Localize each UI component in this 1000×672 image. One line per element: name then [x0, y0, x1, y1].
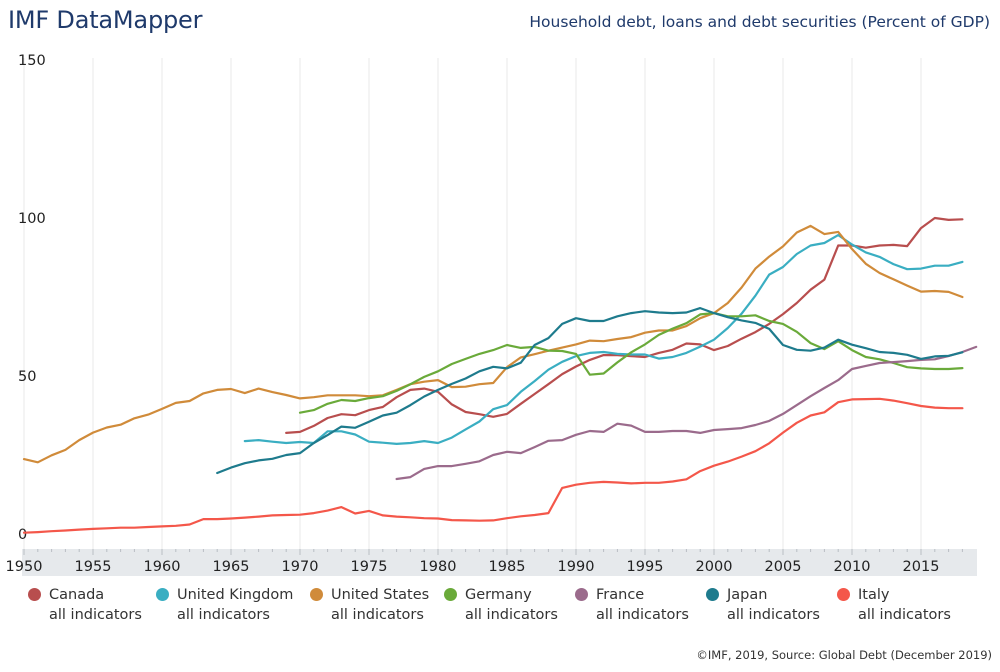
united-kingdom-color-dot-icon — [156, 588, 169, 601]
legend-label: United Kingdom — [177, 587, 294, 603]
line-chart: 1950 1955 1960 1965 1970 1975 1980 1985 1990 1995… — [6, 53, 978, 576]
canada-color-dot-icon — [28, 588, 41, 601]
legend-sublabel: all indicators — [331, 607, 424, 623]
legend-sublabel: all indicators — [49, 607, 142, 623]
japan-color-dot-icon — [706, 588, 719, 601]
x-tick-label: 1995 — [627, 559, 664, 575]
series-line-france[interactable] — [395, 345, 978, 481]
x-tick-label: 2010 — [834, 559, 871, 575]
x-tick-label: 2015 — [903, 559, 940, 575]
source-credit: ©IMF, 2019, Source: Global Debt (Decembe… — [696, 648, 992, 662]
legend-label: Germany — [465, 587, 532, 603]
x-tick-label: 1980 — [420, 559, 457, 575]
legend: Canada all indicators United Kingdom all i… — [0, 585, 1000, 629]
legend-label: United States — [331, 587, 430, 603]
germany-color-dot-icon — [444, 588, 457, 601]
series-line-united-states[interactable] — [22, 224, 964, 464]
x-tick-label: 1960 — [144, 559, 181, 575]
y-tick-label: 50 — [18, 369, 36, 385]
series-line-italy[interactable] — [22, 397, 964, 534]
legend-label: France — [596, 587, 645, 603]
x-tick-label: 2000 — [696, 559, 733, 575]
x-tick-label: 2005 — [765, 559, 802, 575]
x-axis-band — [22, 549, 977, 576]
series-line-united-kingdom[interactable] — [243, 234, 964, 445]
legend-sublabel: all indicators — [177, 607, 270, 623]
legend-sublabel: all indicators — [858, 607, 951, 623]
legend-label: Canada — [49, 587, 105, 603]
italy-color-dot-icon — [837, 588, 850, 601]
legend-label: Japan — [727, 587, 768, 603]
x-tick-label: 1955 — [75, 559, 112, 575]
y-tick-label: 0 — [18, 527, 27, 543]
x-axis: 1950 1955 1960 1965 1970 1975 1980 1985 1990 1995… — [6, 549, 963, 575]
legend-sublabel: all indicators — [727, 607, 820, 623]
series-line-japan[interactable] — [216, 307, 964, 475]
united-states-color-dot-icon — [310, 588, 323, 601]
legend-sublabel: all indicators — [465, 607, 558, 623]
series-line-germany[interactable] — [298, 312, 964, 414]
chart-title: Household debt, loans and debt securitie… — [529, 13, 990, 31]
x-tick-label: 1985 — [489, 559, 526, 575]
france-color-dot-icon — [575, 588, 588, 601]
x-tick-label: 1975 — [351, 559, 388, 575]
x-tick-label: 1965 — [213, 559, 250, 575]
y-tick-label: 150 — [18, 53, 46, 69]
grid-lines — [23, 58, 922, 549]
x-tick-label: 1950 — [6, 559, 43, 575]
series-lines — [22, 216, 978, 534]
brand-title: IMF DataMapper — [8, 6, 203, 34]
x-tick-label: 1970 — [282, 559, 319, 575]
y-tick-label: 100 — [18, 211, 46, 227]
x-tick-label: 1990 — [558, 559, 595, 575]
legend-sublabel: all indicators — [596, 607, 689, 623]
legend-label: Italy — [858, 587, 890, 603]
y-axis: 0 50 100 150 — [18, 53, 46, 543]
